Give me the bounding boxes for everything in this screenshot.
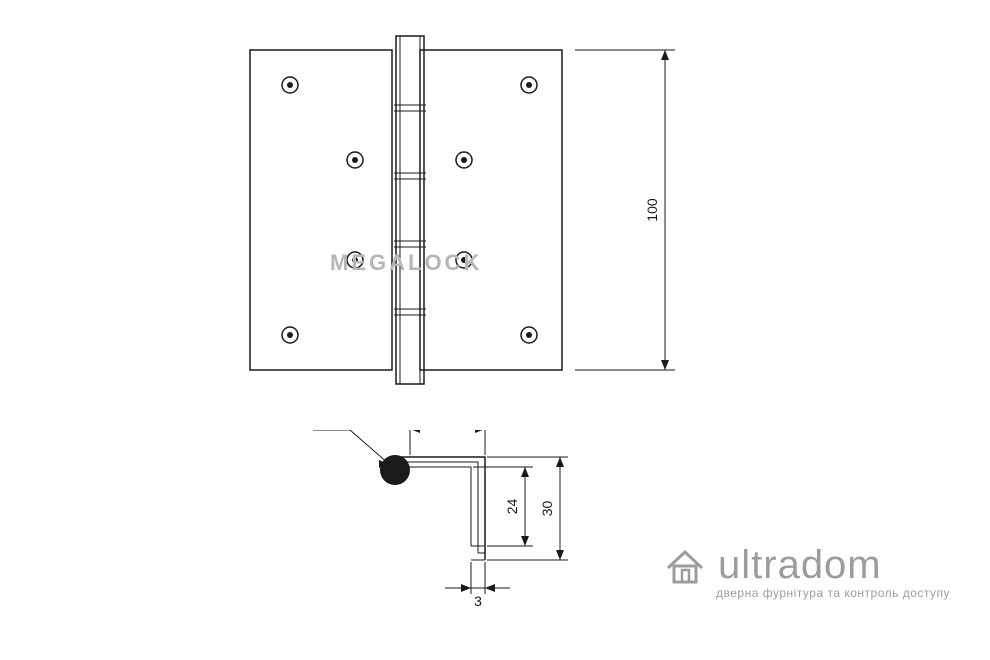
svg-text:30: 30 <box>539 501 555 517</box>
brand-suffix: dom <box>801 543 882 587</box>
svg-text:24: 24 <box>504 499 520 515</box>
house-icon <box>662 542 708 588</box>
brand-prefix: ultra <box>718 543 801 587</box>
hinge-front-view: 100 <box>0 0 990 430</box>
brand-logo: ultradom дверна фурнітура та контроль до… <box>662 542 950 600</box>
brand-tagline: дверна фурнітура та контроль доступу <box>662 586 950 600</box>
watermark-text: MEGALOCK <box>330 250 482 276</box>
svg-text:100: 100 <box>644 198 660 222</box>
svg-text:3: 3 <box>474 593 482 609</box>
